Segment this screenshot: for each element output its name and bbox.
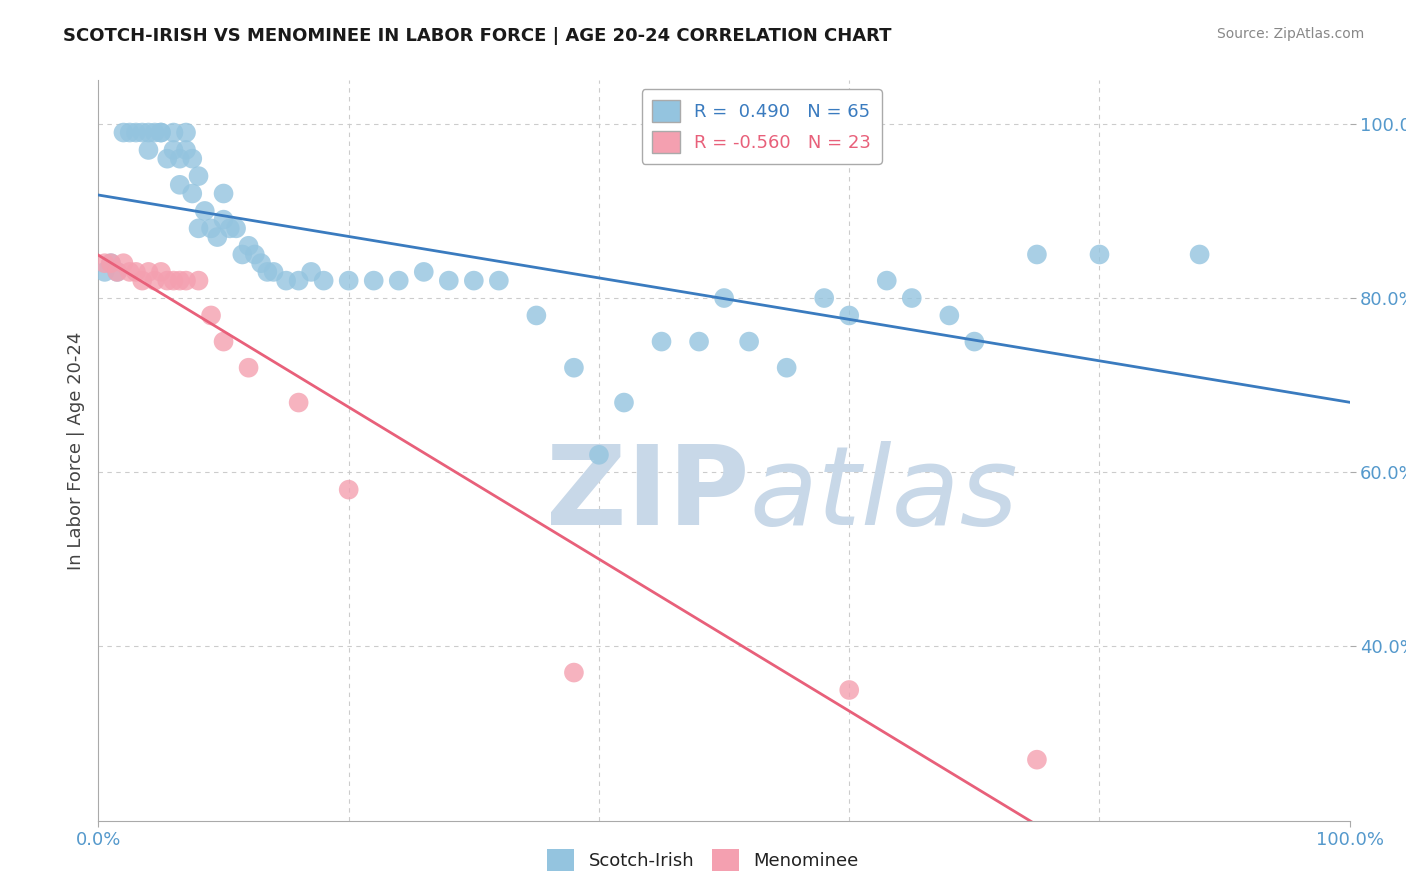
Point xyxy=(100,256,122,270)
Point xyxy=(838,683,860,698)
Point xyxy=(900,291,922,305)
Point xyxy=(169,274,191,288)
Point xyxy=(200,309,222,323)
Point xyxy=(112,256,135,270)
Point xyxy=(143,274,166,288)
Point xyxy=(337,274,360,288)
Point xyxy=(1026,753,1049,767)
Point xyxy=(125,265,148,279)
Point xyxy=(243,247,266,261)
Point xyxy=(876,274,898,288)
Point xyxy=(299,265,322,279)
Point xyxy=(162,126,184,140)
Point xyxy=(287,395,309,409)
Point xyxy=(181,152,204,166)
Point xyxy=(181,186,204,201)
Point xyxy=(125,126,148,140)
Point xyxy=(231,247,253,261)
Point xyxy=(274,274,298,288)
Point xyxy=(212,334,235,349)
Text: SCOTCH-IRISH VS MENOMINEE IN LABOR FORCE | AGE 20-24 CORRELATION CHART: SCOTCH-IRISH VS MENOMINEE IN LABOR FORCE… xyxy=(63,27,891,45)
Point xyxy=(613,395,636,409)
Point xyxy=(713,291,735,305)
Point xyxy=(312,274,335,288)
Point xyxy=(169,178,191,192)
Point xyxy=(287,274,309,288)
Point xyxy=(238,239,260,253)
Text: Source: ZipAtlas.com: Source: ZipAtlas.com xyxy=(1216,27,1364,41)
Point xyxy=(194,203,217,218)
Point xyxy=(588,448,610,462)
Point xyxy=(187,221,209,235)
Point xyxy=(118,126,141,140)
Point xyxy=(250,256,273,270)
Point xyxy=(150,126,173,140)
Point xyxy=(1026,247,1049,261)
Point xyxy=(562,360,585,375)
Point xyxy=(263,265,285,279)
Point xyxy=(105,265,128,279)
Point xyxy=(138,126,160,140)
Point xyxy=(187,274,209,288)
Point xyxy=(162,274,184,288)
Point xyxy=(838,309,860,323)
Point xyxy=(174,143,197,157)
Point xyxy=(1188,247,1211,261)
Point xyxy=(156,152,179,166)
Point xyxy=(437,274,460,288)
Point xyxy=(131,274,153,288)
Point xyxy=(174,126,197,140)
Point xyxy=(207,230,229,244)
Point xyxy=(143,126,166,140)
Point xyxy=(105,265,128,279)
Point xyxy=(118,265,141,279)
Point xyxy=(337,483,360,497)
Text: atlas: atlas xyxy=(749,442,1018,549)
Point xyxy=(100,256,122,270)
Point xyxy=(174,274,197,288)
Point xyxy=(776,360,799,375)
Point xyxy=(212,186,235,201)
Point xyxy=(562,665,585,680)
Legend: Scotch-Irish, Menominee: Scotch-Irish, Menominee xyxy=(540,842,866,879)
Point xyxy=(131,126,153,140)
Point xyxy=(363,274,385,288)
Point xyxy=(93,256,115,270)
Point xyxy=(156,274,179,288)
Point xyxy=(963,334,986,349)
Point xyxy=(938,309,960,323)
Legend: R =  0.490   N = 65, R = -0.560   N = 23: R = 0.490 N = 65, R = -0.560 N = 23 xyxy=(641,89,882,164)
Point xyxy=(738,334,761,349)
Point xyxy=(212,212,235,227)
Point xyxy=(112,126,135,140)
Point xyxy=(412,265,434,279)
Point xyxy=(200,221,222,235)
Point xyxy=(488,274,510,288)
Point xyxy=(225,221,247,235)
Point xyxy=(1088,247,1111,261)
Text: ZIP: ZIP xyxy=(546,442,749,549)
Point xyxy=(388,274,411,288)
Point xyxy=(162,143,184,157)
Point xyxy=(138,265,160,279)
Point xyxy=(187,169,209,183)
Point xyxy=(169,152,191,166)
Point xyxy=(138,143,160,157)
Point xyxy=(524,309,547,323)
Point xyxy=(688,334,710,349)
Point xyxy=(150,265,173,279)
Point xyxy=(150,126,173,140)
Point xyxy=(218,221,240,235)
Point xyxy=(813,291,835,305)
Point xyxy=(93,265,115,279)
Y-axis label: In Labor Force | Age 20-24: In Labor Force | Age 20-24 xyxy=(66,331,84,570)
Point xyxy=(650,334,672,349)
Point xyxy=(256,265,278,279)
Point xyxy=(238,360,260,375)
Point xyxy=(463,274,485,288)
